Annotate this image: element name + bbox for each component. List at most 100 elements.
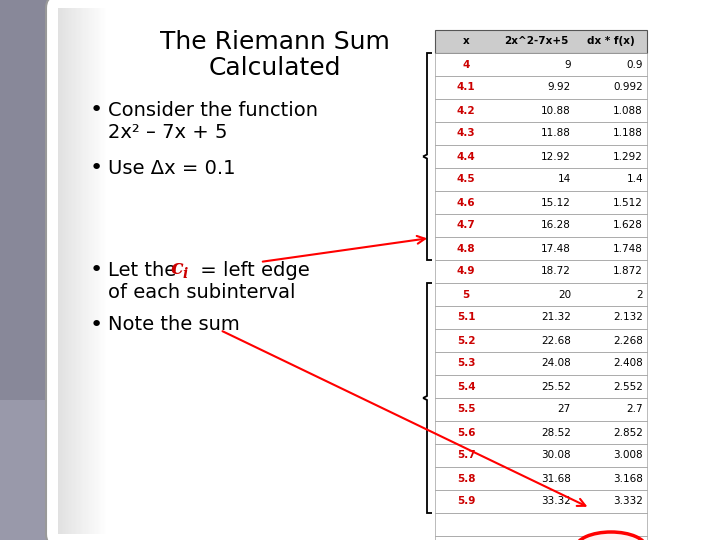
Text: 3.008: 3.008 bbox=[613, 450, 643, 461]
Bar bbox=[60, 8, 62, 534]
Bar bbox=[450, 0, 720, 25]
Bar bbox=[68, 8, 69, 534]
Text: 4.7: 4.7 bbox=[456, 220, 475, 231]
Bar bbox=[435, 283, 647, 306]
Bar bbox=[435, 145, 647, 168]
Text: 2x^2-7x+5: 2x^2-7x+5 bbox=[504, 37, 568, 46]
Bar bbox=[77, 8, 78, 534]
Ellipse shape bbox=[576, 532, 646, 540]
Text: 18.72: 18.72 bbox=[541, 267, 571, 276]
Text: •: • bbox=[90, 260, 103, 280]
Bar bbox=[89, 8, 91, 534]
Text: 12.92: 12.92 bbox=[541, 152, 571, 161]
Bar bbox=[63, 8, 64, 534]
Text: 20: 20 bbox=[558, 289, 571, 300]
Text: 14: 14 bbox=[558, 174, 571, 185]
Text: 5.7: 5.7 bbox=[456, 450, 475, 461]
Text: 4.2: 4.2 bbox=[456, 105, 475, 116]
Bar bbox=[0, 0, 58, 540]
Text: c: c bbox=[170, 258, 183, 278]
Text: 16.28: 16.28 bbox=[541, 220, 571, 231]
Bar bbox=[435, 168, 647, 191]
Text: 30.08: 30.08 bbox=[541, 450, 571, 461]
Text: 0.992: 0.992 bbox=[613, 83, 643, 92]
Bar bbox=[93, 8, 94, 534]
Text: 1.512: 1.512 bbox=[613, 198, 643, 207]
Text: of each subinterval: of each subinterval bbox=[108, 282, 295, 301]
Text: Note the sum: Note the sum bbox=[108, 315, 240, 334]
Bar bbox=[71, 8, 73, 534]
Text: 2x² – 7x + 5: 2x² – 7x + 5 bbox=[108, 124, 228, 143]
Bar bbox=[78, 8, 80, 534]
Bar bbox=[73, 8, 75, 534]
Bar bbox=[435, 306, 647, 329]
Text: 1.872: 1.872 bbox=[613, 267, 643, 276]
Bar bbox=[435, 76, 647, 99]
Text: The Riemann Sum: The Riemann Sum bbox=[160, 30, 390, 54]
Text: 5.8: 5.8 bbox=[456, 474, 475, 483]
Bar bbox=[435, 30, 647, 53]
Text: 9.92: 9.92 bbox=[548, 83, 571, 92]
Text: 25.52: 25.52 bbox=[541, 381, 571, 391]
Bar bbox=[59, 8, 60, 534]
Text: 0.9: 0.9 bbox=[626, 59, 643, 70]
FancyArrowPatch shape bbox=[222, 331, 585, 506]
Text: 5.6: 5.6 bbox=[456, 428, 475, 437]
Text: 4.3: 4.3 bbox=[456, 129, 475, 138]
Bar bbox=[70, 8, 71, 534]
Text: •: • bbox=[90, 315, 103, 335]
Bar bbox=[435, 490, 647, 513]
Text: 1.292: 1.292 bbox=[613, 152, 643, 161]
Text: Consider the function: Consider the function bbox=[108, 100, 318, 119]
Text: 22.68: 22.68 bbox=[541, 335, 571, 346]
Bar bbox=[435, 398, 647, 421]
Text: 2.132: 2.132 bbox=[613, 313, 643, 322]
Text: 21.32: 21.32 bbox=[541, 313, 571, 322]
Text: 1.188: 1.188 bbox=[613, 129, 643, 138]
Bar bbox=[435, 329, 647, 352]
Bar bbox=[435, 536, 647, 540]
Bar bbox=[69, 8, 70, 534]
Bar bbox=[96, 8, 98, 534]
Bar bbox=[99, 8, 100, 534]
FancyArrowPatch shape bbox=[263, 236, 425, 261]
FancyBboxPatch shape bbox=[46, 0, 720, 540]
Bar bbox=[435, 237, 647, 260]
Text: Let the: Let the bbox=[108, 260, 182, 280]
Bar bbox=[58, 8, 59, 534]
Bar bbox=[76, 8, 77, 534]
Text: •: • bbox=[90, 158, 103, 178]
Bar bbox=[435, 421, 647, 444]
Text: 1.748: 1.748 bbox=[613, 244, 643, 253]
Text: 1.4: 1.4 bbox=[626, 174, 643, 185]
Bar bbox=[87, 8, 88, 534]
Text: 5: 5 bbox=[462, 289, 469, 300]
Text: x: x bbox=[463, 37, 469, 46]
Text: 2.268: 2.268 bbox=[613, 335, 643, 346]
Bar bbox=[102, 8, 104, 534]
Bar bbox=[95, 8, 96, 534]
Text: 5.9: 5.9 bbox=[456, 496, 475, 507]
Text: 4.8: 4.8 bbox=[456, 244, 475, 253]
Bar bbox=[435, 352, 647, 375]
Text: •: • bbox=[90, 100, 103, 120]
Text: 27: 27 bbox=[558, 404, 571, 415]
Text: 1.628: 1.628 bbox=[613, 220, 643, 231]
Text: 4.6: 4.6 bbox=[456, 198, 475, 207]
Bar bbox=[435, 191, 647, 214]
Text: 2.552: 2.552 bbox=[613, 381, 643, 391]
Text: 11.88: 11.88 bbox=[541, 129, 571, 138]
Bar bbox=[435, 513, 647, 536]
Text: 5.1: 5.1 bbox=[456, 313, 475, 322]
Text: 5.3: 5.3 bbox=[456, 359, 475, 368]
Bar bbox=[100, 8, 102, 534]
Text: 4.1: 4.1 bbox=[456, 83, 475, 92]
Text: 24.08: 24.08 bbox=[541, 359, 571, 368]
Text: 4.9: 4.9 bbox=[456, 267, 475, 276]
Bar bbox=[435, 467, 647, 490]
Bar bbox=[104, 8, 105, 534]
Text: 10.88: 10.88 bbox=[541, 105, 571, 116]
Text: 2: 2 bbox=[636, 289, 643, 300]
Bar bbox=[81, 8, 82, 534]
Bar bbox=[94, 8, 95, 534]
